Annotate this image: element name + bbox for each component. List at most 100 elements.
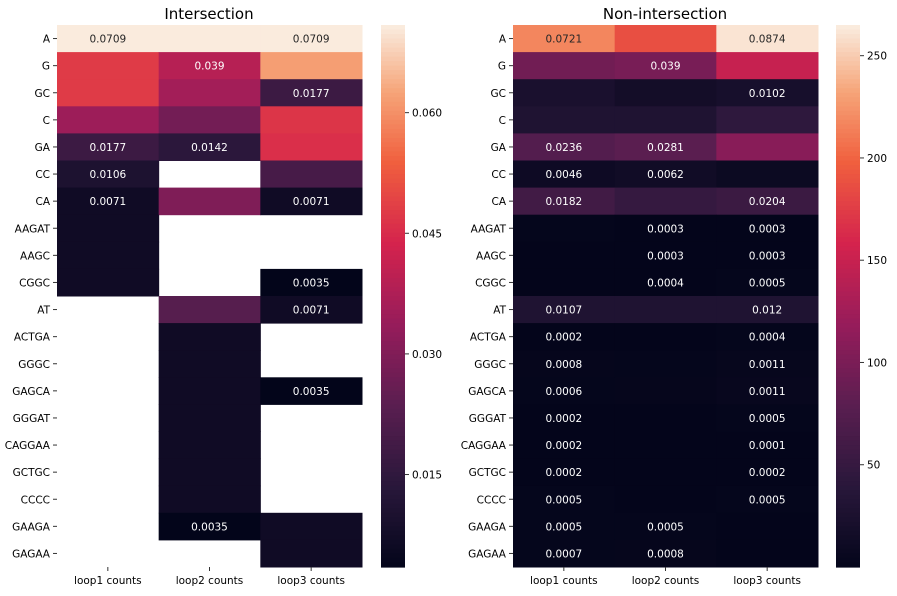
colorbar-segment xyxy=(381,92,405,98)
colorbar-segment xyxy=(381,463,405,469)
cell-label-gaaga-2: 0.0005 xyxy=(647,521,684,533)
cell-label-cc-2: 0.0062 xyxy=(647,169,684,181)
row-label-caggaa: CAGGAA xyxy=(5,440,51,452)
colorbar-segment xyxy=(836,526,860,532)
cell-aagc-3 xyxy=(716,241,819,270)
colorbar-segment xyxy=(836,61,860,67)
cell-gagaa-2 xyxy=(614,539,717,568)
colorbar-segment xyxy=(836,286,860,293)
cell-gaaga-2 xyxy=(158,512,261,541)
colorbar-segment xyxy=(836,463,860,469)
cell-at-3 xyxy=(260,296,363,324)
colorbar-segment xyxy=(836,494,860,500)
row-label-gaaga: GAAGA xyxy=(468,521,507,533)
cell-aagat-3 xyxy=(716,214,819,243)
cell-label-ga-2: 0.0142 xyxy=(191,142,228,154)
row-label-cccc: CCCC xyxy=(21,494,50,506)
colorbar-segment xyxy=(381,241,405,247)
colorbar-segment xyxy=(836,512,860,518)
colorbar-segment xyxy=(381,562,405,568)
chart-title: Intersection xyxy=(164,5,253,23)
cell-aagat-2 xyxy=(614,214,717,243)
colorbar-segment xyxy=(836,115,860,121)
cell-g-2 xyxy=(158,52,261,80)
cell-a-3 xyxy=(716,25,819,53)
chart-title: Non-intersection xyxy=(603,5,727,23)
colorbar-segment xyxy=(836,485,860,491)
colorbar-segment xyxy=(381,372,405,378)
colorbar-segment xyxy=(381,201,405,207)
colorbar-segment xyxy=(836,314,860,320)
cell-label-gc-3: 0.0102 xyxy=(749,88,786,100)
cell-a-1 xyxy=(513,25,616,53)
cell-gc-2 xyxy=(158,79,261,107)
colorbar-segment xyxy=(836,309,860,315)
cell-gggat-1 xyxy=(513,404,616,432)
colorbar-segment xyxy=(836,454,860,460)
colorbar-segment xyxy=(381,25,405,31)
colorbar-segment xyxy=(381,350,405,356)
colorbar-segment xyxy=(381,192,405,198)
colorbar-tick-label: 0.030 xyxy=(412,349,442,361)
cell-label-aagat-2: 0.0003 xyxy=(647,223,684,235)
colorbar-segment xyxy=(836,187,860,193)
colorbar-segment xyxy=(836,43,860,49)
cell-gctgc-3 xyxy=(716,458,819,487)
cell-a-2 xyxy=(158,25,261,53)
colorbar-segment xyxy=(836,192,860,198)
colorbar-segment xyxy=(836,88,860,94)
colorbar-segment xyxy=(381,74,405,80)
colorbar-segment xyxy=(836,458,860,464)
colorbar-segment xyxy=(381,119,405,125)
cell-gc-3 xyxy=(716,79,819,107)
colorbar-segment xyxy=(836,255,860,261)
colorbar-segment xyxy=(381,47,405,53)
cell-caggaa-3 xyxy=(716,431,819,460)
colorbar-segment xyxy=(836,417,860,424)
colorbar-segment xyxy=(836,539,860,546)
colorbar-segment xyxy=(836,83,860,89)
row-label-cggc: CGGC xyxy=(19,277,50,289)
cell-label-gctgc-3: 0.0002 xyxy=(749,467,786,479)
cell-label-a-3: 0.0874 xyxy=(749,34,786,46)
colorbar-segment xyxy=(836,178,860,184)
col-label-2: loop2 counts xyxy=(176,575,244,587)
cell-label-aagc-2: 0.0003 xyxy=(647,250,684,262)
col-label-3: loop3 counts xyxy=(277,575,345,587)
colorbar-segment xyxy=(836,34,860,40)
cell-gaaga-3 xyxy=(716,512,819,541)
cell-label-cccc-1: 0.0005 xyxy=(545,494,582,506)
colorbar-segment xyxy=(836,535,860,541)
colorbar-segment xyxy=(381,530,405,536)
cell-label-cggc-3: 0.0005 xyxy=(749,277,786,289)
colorbar-segment xyxy=(381,146,405,153)
colorbar-segment xyxy=(381,133,405,139)
colorbar-segment xyxy=(836,106,860,112)
cell-caggaa-2 xyxy=(614,431,717,460)
cell-cggc-2 xyxy=(614,268,717,297)
row-label-gctgc: GCTGC xyxy=(13,467,50,479)
colorbar-segment xyxy=(836,296,860,302)
colorbar-segment xyxy=(381,494,405,500)
colorbar-segment xyxy=(836,544,860,550)
cell-cccc-2 xyxy=(158,485,261,514)
colorbar-segment xyxy=(836,300,860,306)
colorbar-segment xyxy=(381,237,405,243)
colorbar-segment xyxy=(836,160,860,166)
colorbar-segment xyxy=(381,88,405,94)
colorbar-segment xyxy=(381,354,405,360)
row-label-gggat: GGGAT xyxy=(469,413,507,425)
colorbar-segment xyxy=(836,399,860,405)
colorbar-segment xyxy=(381,454,405,460)
row-label-aagc: AAGC xyxy=(20,250,50,262)
colorbar-segment xyxy=(381,517,405,523)
cell-label-gc-3: 0.0177 xyxy=(293,88,330,100)
colorbar-segment xyxy=(381,178,405,184)
colorbar-segment xyxy=(381,43,405,49)
colorbar-segment xyxy=(836,530,860,536)
colorbar-tick-label: 0.045 xyxy=(412,228,442,240)
colorbar-segment xyxy=(836,499,860,505)
colorbar-segment xyxy=(381,395,405,401)
cell-gagaa-3 xyxy=(260,539,363,568)
colorbar-segment xyxy=(381,137,405,144)
